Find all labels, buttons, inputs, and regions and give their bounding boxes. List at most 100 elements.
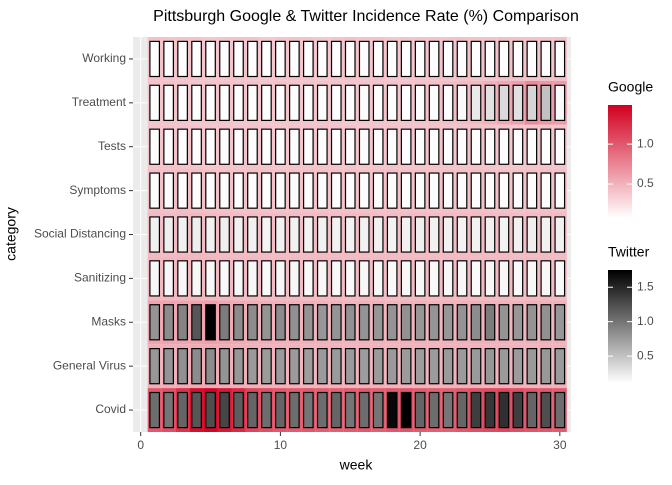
twitter-tile [330,391,342,429]
twitter-tile [177,40,188,78]
twitter-tile [233,172,244,209]
twitter-tile [219,84,230,121]
twitter-tile [275,304,286,341]
twitter-tile [177,84,188,121]
twitter-tile [289,40,300,78]
twitter-tile [428,172,440,209]
twitter-tile [498,304,510,341]
twitter-tile [386,260,398,297]
twitter-tile [414,348,426,385]
legend-tick-label: 1.5 [637,279,654,293]
twitter-tile [554,216,566,253]
twitter-tile [442,391,454,429]
twitter-tile [526,128,538,165]
twitter-tile [261,304,272,341]
twitter-tile [191,128,202,165]
twitter-tile [358,128,370,165]
twitter-tile [344,172,356,209]
twitter-tile [512,172,524,209]
twitter-tile [512,348,524,385]
twitter-tile [177,391,188,429]
twitter-tile [470,172,482,209]
twitter-tile [372,260,384,297]
twitter-tile [302,260,314,297]
twitter-tile [400,216,412,253]
twitter-tile [484,260,496,297]
twitter-tile [205,304,216,341]
twitter-tile [149,128,161,165]
twitter-tile [498,216,510,253]
twitter-tile [358,391,370,429]
x-tick-label: 30 [553,438,567,452]
twitter-tile [219,391,230,429]
twitter-tile [470,216,482,253]
twitter-tile [414,260,426,297]
twitter-tile [219,348,230,385]
twitter-tile [344,216,356,253]
twitter-tile [400,128,412,165]
twitter-tile [275,348,286,385]
twitter-tile [289,216,300,253]
twitter-tile [386,84,398,121]
twitter-tile [344,304,356,341]
twitter-tile [540,391,552,429]
twitter-tile [330,260,342,297]
twitter-tile [456,172,468,209]
y-tick-label: General Virus [53,358,126,372]
y-tick-label: Sanitizing [74,271,126,285]
twitter-tile [330,84,342,121]
twitter-tile [233,84,244,121]
twitter-tile [456,304,468,341]
y-tick-label: Covid [95,402,126,416]
twitter-tile [205,172,216,209]
twitter-tile [247,348,258,385]
twitter-tile [554,304,566,341]
twitter-tile [275,260,286,297]
twitter-tile [526,260,538,297]
twitter-tile [442,260,454,297]
twitter-tile [540,128,552,165]
twitter-tile [386,304,398,341]
twitter-tile [484,304,496,341]
twitter-tile [372,40,384,78]
twitter-tile [540,348,552,385]
twitter-tile [540,40,552,78]
twitter-tile [512,391,524,429]
twitter-tile [205,128,216,165]
twitter-tile [498,348,510,385]
twitter-tile [428,84,440,121]
legend-tick-label: 1.0 [637,314,654,328]
twitter-tile [554,391,566,429]
twitter-tile [484,172,496,209]
twitter-tile [177,216,188,253]
twitter-tile [316,216,328,253]
twitter-tile [149,304,161,341]
twitter-tile [330,304,342,341]
twitter-tile [344,260,356,297]
twitter-tile [302,40,314,78]
twitter-tile [386,348,398,385]
twitter-tile [261,260,272,297]
twitter-tile [330,216,342,253]
twitter-tile [512,216,524,253]
twitter-tile [512,260,524,297]
twitter-tile [484,84,496,121]
twitter-tile [470,260,482,297]
twitter-tile [289,304,300,341]
twitter-tile [247,172,258,209]
twitter-tile [219,304,230,341]
y-tick-label: Working [82,51,126,65]
twitter-tile [233,304,244,341]
twitter-tile [163,260,174,297]
twitter-tile [247,40,258,78]
twitter-tile [247,304,258,341]
twitter-tile [302,391,314,429]
twitter-tile [275,172,286,209]
twitter-tile [414,84,426,121]
twitter-tile [163,40,174,78]
x-tick-label: 0 [137,438,144,452]
twitter-tile [372,304,384,341]
twitter-tile [414,304,426,341]
twitter-tile [484,348,496,385]
twitter-tile [205,84,216,121]
